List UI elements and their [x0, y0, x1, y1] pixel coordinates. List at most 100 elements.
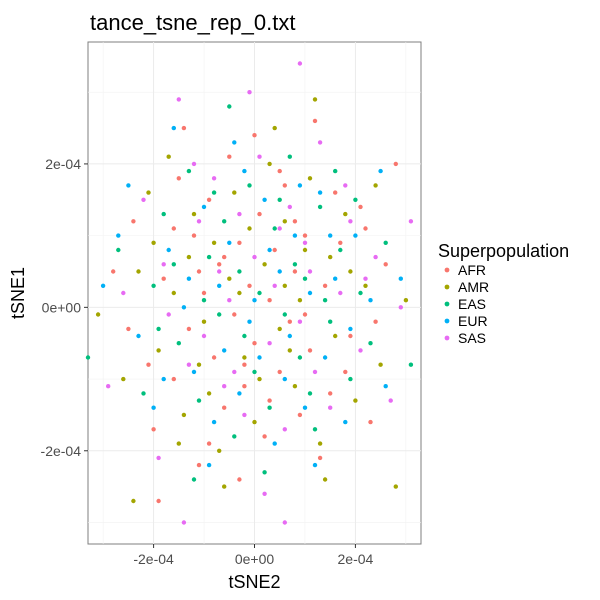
point-eur — [151, 405, 156, 410]
point-amr — [196, 362, 202, 367]
point-afr — [222, 405, 227, 410]
point-eas — [307, 391, 313, 396]
point-eas — [191, 477, 197, 482]
point-eas — [151, 283, 156, 288]
point-sas — [237, 211, 242, 217]
point-eur — [166, 247, 171, 253]
point-amr — [348, 269, 353, 274]
point-eas — [116, 247, 121, 253]
point-eas — [277, 197, 282, 202]
point-eas — [287, 154, 292, 159]
point-eur — [257, 355, 262, 360]
legend-key-eas — [444, 301, 450, 307]
point-afr — [328, 391, 333, 396]
point-eur — [100, 283, 106, 288]
point-amr — [287, 348, 292, 353]
point-afr — [272, 247, 277, 253]
point-afr — [393, 161, 398, 167]
point-eur — [317, 190, 323, 195]
point-sas — [217, 269, 222, 274]
point-eas — [292, 262, 298, 267]
point-afr — [237, 477, 242, 482]
point-sas — [196, 219, 202, 224]
x-tick-label: -2e-04 — [133, 551, 174, 567]
point-afr — [171, 226, 176, 231]
point-afr — [262, 434, 267, 439]
point-amr — [176, 441, 181, 446]
point-eas — [247, 183, 252, 188]
point-afr — [282, 183, 287, 188]
point-sas — [338, 290, 343, 296]
point-eas — [338, 247, 343, 253]
point-sas — [282, 427, 287, 432]
point-amr — [257, 376, 262, 382]
point-eas — [267, 405, 272, 410]
point-eur — [186, 276, 192, 281]
point-eas — [222, 219, 227, 224]
legend-key-eur — [444, 318, 450, 324]
point-sas — [302, 240, 308, 245]
point-sas — [176, 97, 181, 102]
point-sas — [348, 219, 353, 224]
point-afr — [247, 283, 252, 288]
point-sas — [201, 333, 207, 339]
point-amr — [171, 290, 176, 296]
point-afr — [131, 219, 136, 224]
data-points — [85, 61, 414, 525]
point-amr — [302, 247, 308, 253]
point-amr — [156, 348, 161, 353]
point-sas — [161, 262, 166, 267]
point-amr — [267, 161, 272, 167]
point-amr — [403, 298, 409, 303]
legend-label-eur: EUR — [458, 313, 488, 329]
point-eas — [282, 312, 287, 317]
point-sas — [232, 369, 237, 375]
point-amr — [206, 391, 212, 396]
point-afr — [222, 254, 227, 260]
point-eur — [378, 168, 383, 174]
point-amr — [166, 154, 171, 159]
point-afr — [126, 326, 131, 332]
point-eur — [383, 384, 388, 389]
point-amr — [328, 254, 333, 260]
plot-area — [85, 41, 422, 545]
point-eur — [343, 419, 348, 425]
point-eas — [262, 470, 267, 475]
point-amr — [343, 211, 348, 217]
point-afr — [348, 333, 353, 339]
point-eas — [201, 298, 207, 303]
point-eur — [227, 240, 232, 245]
point-eas — [206, 254, 212, 260]
point-afr — [287, 319, 292, 324]
y-tick-label: 2e-04 — [45, 156, 81, 172]
point-afr — [206, 441, 212, 446]
point-eas — [161, 211, 166, 217]
point-amr — [242, 355, 247, 360]
point-amr — [136, 269, 141, 274]
point-sas — [247, 90, 252, 95]
point-sas — [252, 254, 257, 260]
point-afr — [343, 369, 348, 375]
point-eur — [161, 376, 166, 382]
point-afr — [186, 326, 192, 332]
point-amr — [312, 97, 318, 102]
point-eur — [307, 290, 313, 296]
point-eur — [398, 276, 403, 281]
y-axis: -2e-04 0e+00 2e-04 — [41, 156, 88, 459]
point-eur — [181, 305, 187, 310]
y-axis-title: tSNE1 — [8, 267, 28, 319]
point-eur — [136, 333, 141, 339]
point-eur — [171, 125, 176, 131]
point-afr — [191, 233, 197, 238]
point-sas — [358, 348, 363, 353]
point-eas — [272, 226, 277, 231]
point-eas — [297, 355, 303, 360]
legend-label-eas: EAS — [458, 296, 486, 312]
point-afr — [252, 341, 257, 346]
point-amr — [282, 283, 287, 288]
point-sas — [121, 290, 126, 296]
point-amr — [217, 448, 222, 453]
point-sas — [242, 412, 247, 418]
point-afr — [333, 190, 338, 195]
point-eur — [333, 276, 338, 281]
